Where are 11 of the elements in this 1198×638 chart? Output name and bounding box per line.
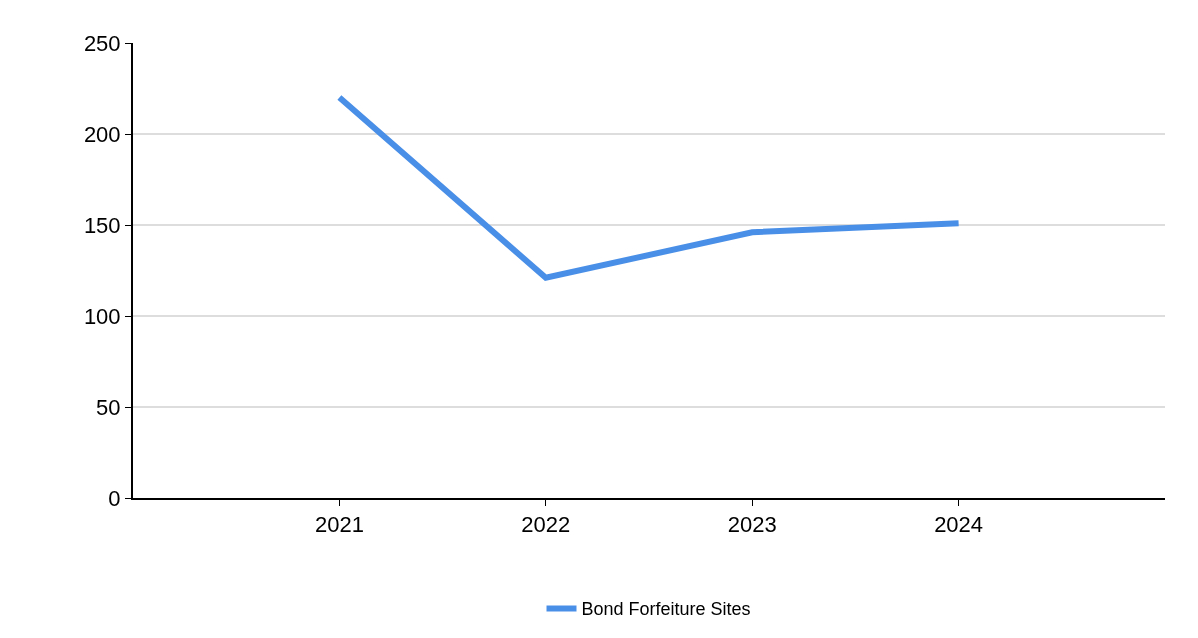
x-tick-label: 2023 (727, 512, 777, 538)
legend-label: Bond Forfeiture Sites (581, 599, 751, 620)
x-tick-label: 2021 (314, 512, 364, 538)
y-tick-label: 200 (83, 121, 121, 147)
x-tick-label: 2024 (934, 512, 984, 538)
y-tick-label: 100 (83, 303, 121, 329)
y-tick-label: 250 (83, 30, 121, 56)
y-tick-label: 0 (108, 485, 121, 511)
y-tick-label: 150 (83, 212, 121, 238)
y-tick-label: 50 (96, 394, 121, 420)
x-tick-label: 2022 (521, 512, 571, 538)
